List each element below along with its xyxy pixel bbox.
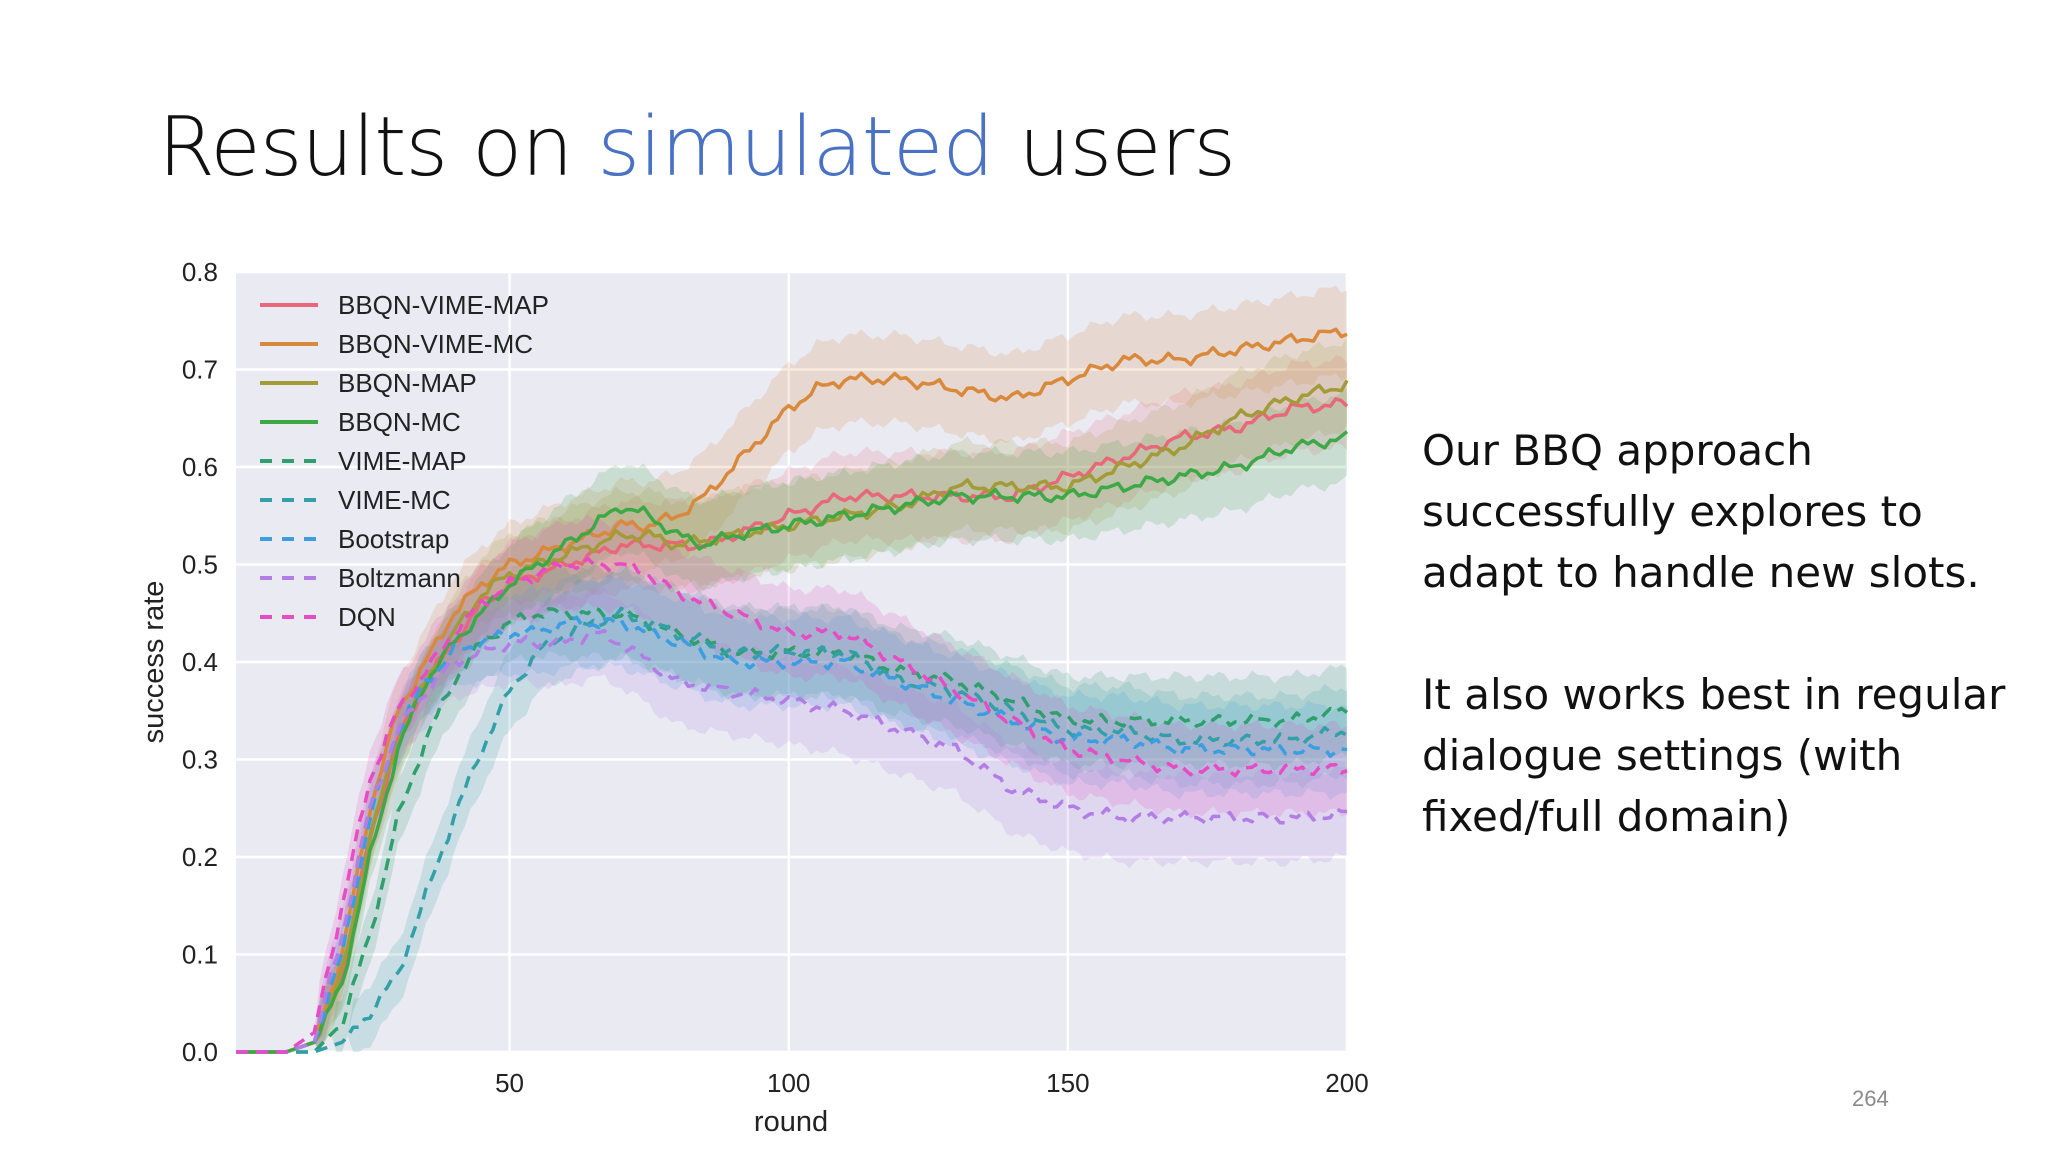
y-tick-label: 0.0 <box>182 1037 218 1067</box>
legend-label: BBQN-MAP <box>338 368 477 398</box>
legend-label: BBQN-VIME-MC <box>338 329 533 359</box>
y-tick-label: 0.8 <box>182 257 218 287</box>
series-line-vime-map <box>236 606 1349 1054</box>
band-bbqn-vime-mc <box>236 285 1347 1052</box>
title-text-before: Results on <box>158 100 598 195</box>
x-axis-label: round <box>754 1106 828 1138</box>
paragraph-1: Our BBQ approach successfully explores t… <box>1422 426 1980 597</box>
series-line-vime-mc <box>236 606 1348 1054</box>
x-tick-label: 150 <box>1046 1068 1089 1098</box>
legend-label: BBQN-VIME-MAP <box>338 290 549 320</box>
legend-label: Boltzmann <box>338 563 461 593</box>
legend-label: VIME-MC <box>338 485 451 515</box>
legend-label: DQN <box>338 602 396 632</box>
title-text-after: users <box>993 100 1236 195</box>
legend-label: VIME-MAP <box>338 446 467 476</box>
band-bbqn-mc <box>236 387 1347 1052</box>
band-bootstrap <box>236 573 1347 1052</box>
series-lines <box>236 327 1349 1054</box>
y-tick-label: 0.2 <box>182 842 218 872</box>
y-tick-label: 0.3 <box>182 745 218 775</box>
side-text: Our BBQ approach successfully explores t… <box>1422 420 2022 847</box>
page-number: 264 <box>1852 1086 1889 1111</box>
x-tick-label: 100 <box>767 1068 810 1098</box>
x-tick-label: 50 <box>495 1068 524 1098</box>
x-tick-label: 200 <box>1325 1068 1368 1098</box>
y-tick-label: 0.5 <box>182 550 218 580</box>
legend: BBQN-VIME-MAP BBQN-VIME-MC BBQN-MAP BBQN-MC… <box>260 290 549 632</box>
legend-label: Bootstrap <box>338 524 449 554</box>
legend-label: BBQN-MC <box>338 407 461 437</box>
y-tick-label: 0.4 <box>182 647 218 677</box>
band-vime-mc <box>236 564 1347 1052</box>
grid <box>236 270 1349 1054</box>
y-tick-label: 0.1 <box>182 940 218 970</box>
y-tick-label: 0.7 <box>182 355 218 385</box>
series-line-dqn <box>236 556 1348 1054</box>
paragraph-2: It also works best in regular dialogue s… <box>1422 670 2006 841</box>
band-dqn <box>236 514 1347 1052</box>
slide-title: Results on simulated users <box>158 100 1236 195</box>
tick-labels: 0.0 0.1 0.2 0.3 0.4 0.5 0.6 0.7 0.8 50 100 150 200 <box>182 257 1369 1098</box>
series-line-bbqn-vime-mc <box>236 327 1348 1054</box>
band-bbqn-map <box>236 336 1347 1053</box>
title-accent-word: simulated <box>597 100 994 195</box>
series-line-bbqn-map <box>236 379 1349 1054</box>
y-axis-label: success rate <box>138 581 170 744</box>
band-bbqn-vime-map <box>236 355 1347 1052</box>
series-line-boltzmann <box>236 628 1348 1054</box>
band-vime-map <box>236 564 1347 1052</box>
y-tick-label: 0.6 <box>182 452 218 482</box>
series-line-bbqn-mc <box>236 430 1349 1054</box>
